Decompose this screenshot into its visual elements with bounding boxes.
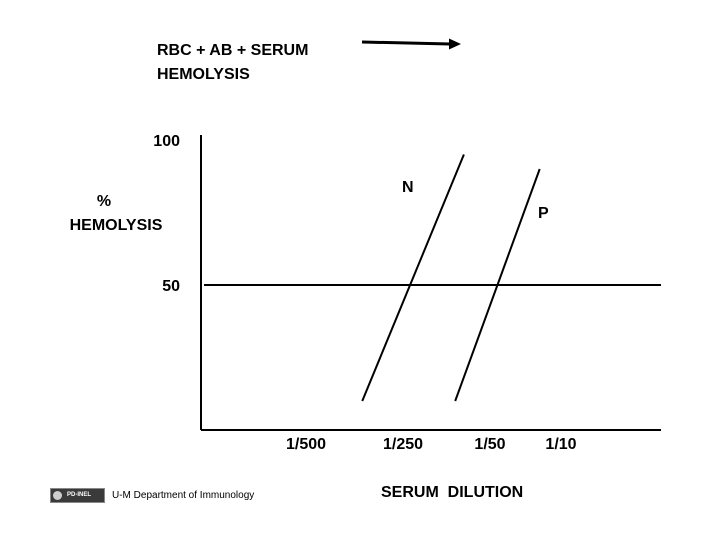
- y-axis-label-percent: %: [97, 193, 111, 210]
- reaction-arrow-head: [449, 38, 461, 50]
- license-badge: PD-INEL: [50, 488, 105, 503]
- y-tick-label-100: 100: [153, 133, 180, 150]
- x-tick-label-1-10: 1/10: [545, 436, 576, 453]
- y-axis-label-hemolysis: HEMOLYSIS: [70, 217, 163, 234]
- series-line-p: [454, 168, 541, 402]
- license-badge-text: PD-INEL: [67, 492, 91, 498]
- series-label-n: N: [402, 179, 414, 196]
- x-tick-label-1-250: 1/250: [383, 436, 423, 453]
- x-tick-label-1-50: 1/50: [474, 436, 505, 453]
- x-tick-label-1-500: 1/500: [286, 436, 326, 453]
- reaction-arrow-shaft: [361, 40, 451, 46]
- creative-commons-icon: [53, 491, 62, 500]
- series-label-p: P: [538, 205, 549, 222]
- x-axis-label: SERUM DILUTION: [381, 484, 523, 501]
- header-line-2: HEMOLYSIS: [157, 66, 250, 83]
- y-tick-label-50: 50: [162, 278, 180, 295]
- credit-text: U-M Department of Immunology: [112, 490, 255, 501]
- header-line-1: RBC + AB + SERUM: [157, 42, 308, 59]
- series-line-n: [361, 154, 465, 402]
